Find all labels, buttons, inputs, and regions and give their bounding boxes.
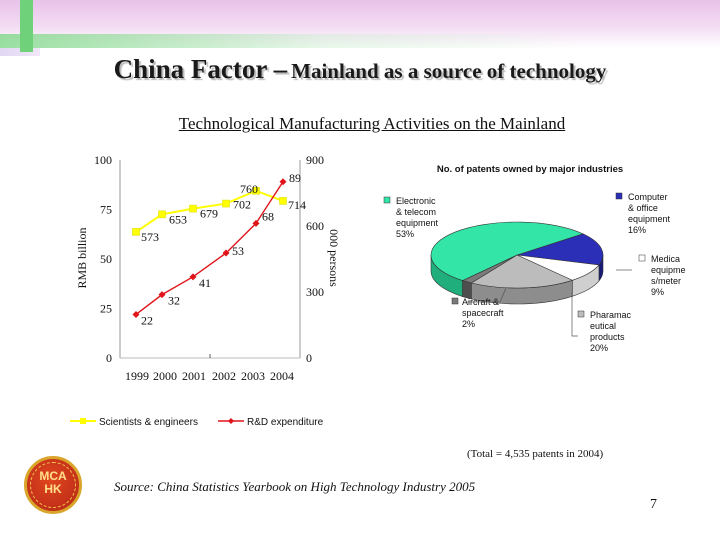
- right-tick-label: 0: [306, 351, 312, 365]
- pie-label-line: s/meter: [651, 276, 681, 286]
- pie-slice: [430, 221, 584, 281]
- left-tick-label: 75: [100, 203, 112, 217]
- pie-label-line: Pharamac: [590, 310, 632, 320]
- category-label: 2002: [212, 369, 236, 383]
- rd-data-label: 68: [262, 209, 274, 223]
- pie-label: Medica equipme s/meter 9%: [651, 254, 686, 297]
- scientists-data-label: 702: [233, 198, 251, 212]
- logo-text-line2: HK: [44, 482, 62, 496]
- pie-leader-line: [571, 292, 578, 337]
- pie-label-line: & office: [628, 203, 658, 213]
- page-number: 7: [650, 497, 657, 512]
- scientists-point: [279, 197, 287, 205]
- rd-data-label: 22: [141, 313, 153, 327]
- slide-subtitle: Technological Manufacturing Activities o…: [178, 114, 566, 133]
- logo-ring: [30, 462, 76, 508]
- decor-green-stripe: [0, 34, 720, 48]
- category-label: 2000: [153, 369, 177, 383]
- scientists-point: [158, 210, 166, 219]
- rd-data-label: 41: [199, 276, 211, 290]
- pie-label-line: 16%: [628, 225, 646, 235]
- rd-point: [279, 178, 287, 186]
- scientists-point: [252, 187, 260, 195]
- category-label: 1999: [125, 369, 149, 383]
- pie-label-line: & telecom: [396, 207, 436, 217]
- category-label: 2001: [182, 369, 206, 383]
- left-axis-title: RMB billion: [75, 227, 89, 288]
- pie-label-line: Electronic: [396, 196, 436, 206]
- scientists-data-label: 573: [141, 230, 159, 244]
- pie-legend-swatch: [577, 310, 585, 318]
- rd-point: [132, 310, 140, 318]
- scientists-data-label: 679: [200, 207, 218, 221]
- right-tick-label: 900: [306, 153, 324, 167]
- pie-legend-swatch: [638, 254, 646, 262]
- pie-label: Pharamac eutical products 20%: [590, 310, 632, 353]
- total-note: (Total = 4,535 patents in 2004): [467, 448, 604, 460]
- scientists-data-label: 760: [240, 182, 258, 196]
- rd-data-label: 32: [168, 294, 180, 308]
- rd-data-label: 89: [289, 171, 301, 185]
- left-tick-label: 0: [106, 351, 112, 365]
- scientists-data-label: 714: [288, 198, 306, 212]
- pie-label-line: 20%: [590, 343, 608, 353]
- slide-title: China Factor – Mainland as a source of t…: [0, 54, 720, 85]
- pie-legend-swatch: [615, 192, 623, 200]
- decor-green-bar: [20, 0, 33, 52]
- left-tick-label: 25: [100, 302, 112, 316]
- legend-scientists-label: Scientists & engineers: [99, 417, 198, 428]
- rd-data-label: 53: [232, 244, 244, 258]
- left-tick-label: 100: [94, 153, 112, 167]
- pie-slice: [516, 233, 604, 266]
- scientists-line: [135, 189, 284, 233]
- right-tick-label: 300: [306, 285, 324, 299]
- category-label: 2004: [270, 369, 294, 383]
- pie-label-line: equipment: [396, 218, 439, 228]
- rd-point: [222, 249, 230, 257]
- pie-label-line: Medica: [651, 254, 680, 264]
- rd-point: [158, 291, 166, 299]
- title-main: China Factor –: [113, 54, 288, 84]
- pie-label: Computer & office equipment 16%: [628, 192, 671, 235]
- pie-label-line: 53%: [396, 229, 414, 239]
- pie-legend-swatch: [383, 196, 391, 204]
- right-axis-title: 000 persons: [327, 229, 341, 287]
- mca-hk-logo: MCA HK: [24, 456, 82, 514]
- rd-point: [189, 273, 197, 281]
- logo-text: MCA HK: [27, 470, 79, 496]
- pie-label-line: 2%: [462, 319, 475, 329]
- pie-label-line: equipme: [651, 265, 686, 275]
- pie-slice: [470, 254, 574, 289]
- pie-legend-swatch: [451, 297, 459, 305]
- scientists-point: [132, 228, 140, 236]
- pie-label: Electronic & telecom equipment 53%: [396, 196, 439, 239]
- pie-label-line: spacecraft: [462, 308, 504, 318]
- pie-label-line: eutical: [590, 321, 616, 331]
- legend-rd-label: R&D expenditure: [247, 417, 324, 428]
- category-label: 2003: [241, 369, 265, 383]
- pie-label-line: 9%: [651, 287, 664, 297]
- pie-leader-line: [466, 287, 507, 303]
- title-rest: Mainland as a source of technology: [291, 59, 607, 83]
- rd-line: [135, 181, 284, 315]
- source-note: Source: China Statistics Yearbook on Hig…: [114, 479, 476, 494]
- legend-rd-marker: [228, 418, 234, 424]
- legend-scientists-marker: [80, 418, 86, 424]
- rd-point: [252, 219, 260, 227]
- pie-title: No. of patents owned by major industries: [437, 164, 623, 175]
- left-tick-label: 50: [100, 252, 112, 266]
- pie-label-line: products: [590, 332, 625, 342]
- logo-text-line1: MCA: [39, 469, 67, 483]
- right-tick-label: 600: [306, 219, 324, 233]
- pie-label-line: equipment: [628, 214, 671, 224]
- scientists-point: [189, 204, 197, 213]
- scientists-data-label: 653: [169, 212, 187, 226]
- pie-label-line: Computer: [628, 192, 668, 202]
- scientists-point: [222, 199, 230, 208]
